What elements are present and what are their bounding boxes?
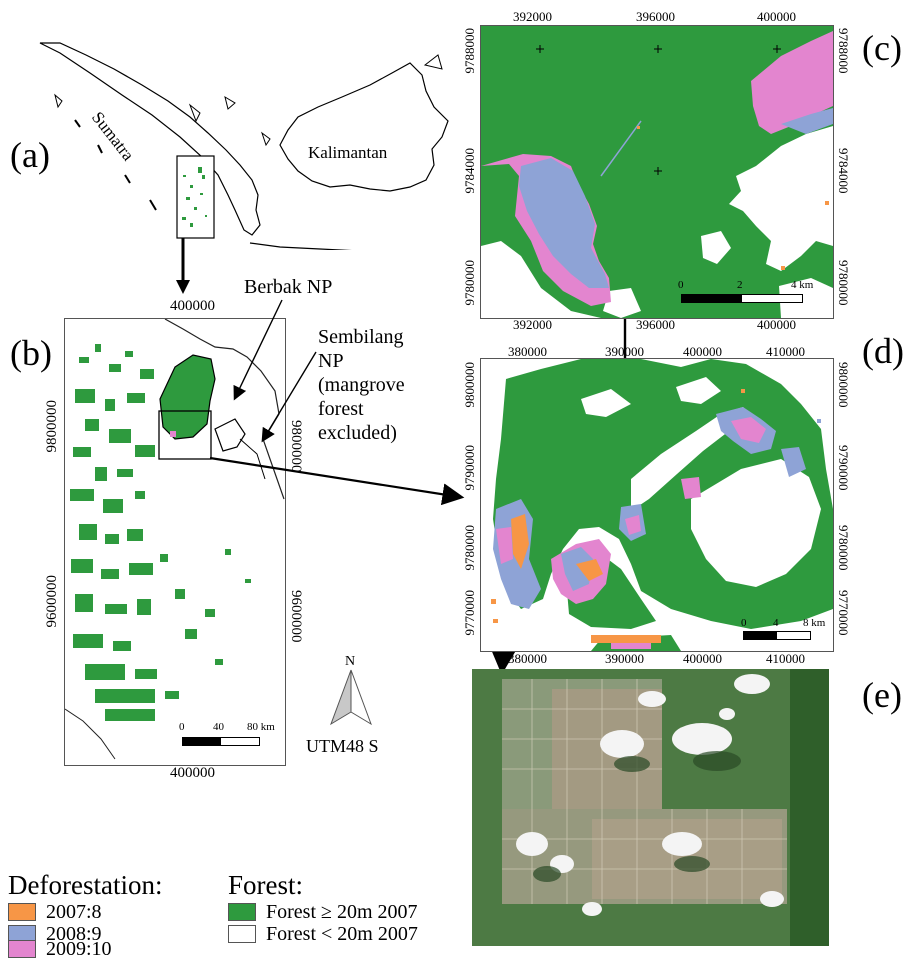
b-right-tick-2: 9600000 (288, 590, 304, 643)
d-right-tick-4: 9770000 (836, 590, 851, 636)
b-left-tick-2: 9600000 (44, 575, 60, 628)
c-top-tick-1: 392000 (513, 9, 552, 24)
panel-label-c: (c) (862, 28, 902, 68)
d-right-tick-1: 9800000 (836, 362, 851, 408)
d-left-tick-1: 9800000 (462, 362, 477, 408)
c-bottom-tick-1: 392000 (513, 317, 552, 332)
swatch-2009 (8, 939, 36, 958)
d-left-tick-3: 9780000 (462, 525, 477, 571)
north-letter: N (345, 654, 356, 669)
legend-item-forest-low: Forest < 20m 2007 (228, 924, 418, 944)
d-top-tick-4: 410000 (766, 344, 805, 359)
b-scale-0: 0 (179, 721, 185, 733)
panel-label-a: (a) (10, 135, 50, 175)
kalimantan-outline (279, 62, 449, 192)
c-scale-2: 4 km (791, 279, 814, 291)
map-c-raster (481, 31, 833, 318)
legend-item-2009: 2009:10 (8, 939, 112, 959)
projection-label: UTM48 S (306, 736, 379, 756)
c-right-tick-2: 9784000 (836, 148, 851, 194)
d-scale-bar (743, 631, 811, 640)
c-bottom-tick-3: 400000 (757, 317, 796, 332)
legend-item-2008: 2008:9 (8, 924, 102, 944)
d-bottom-tick-3: 400000 (683, 651, 722, 666)
panel-label-e: (e) (862, 675, 902, 715)
legend-item-forest-high: Forest ≥ 20m 2007 (228, 902, 418, 922)
legend-deforestation-title: Deforestation: (8, 870, 163, 900)
north-arrow-icon (330, 669, 372, 726)
d-scale-2: 8 km (803, 617, 826, 629)
b-scale-bar (182, 737, 260, 746)
c-scale-bar (681, 294, 803, 303)
map-d-raster (491, 359, 833, 651)
d-left-tick-4: 9770000 (462, 590, 477, 636)
d-top-tick-1: 380000 (508, 344, 547, 359)
d-scale-1: 4 (773, 617, 779, 629)
b-bottom-tick: 400000 (170, 765, 215, 781)
c-left-tick-3: 9780000 (462, 260, 477, 306)
d-bottom-tick-1: 380000 (508, 651, 547, 666)
legend-item-2007: 2007:8 (8, 902, 102, 922)
label-kalimantan: Kalimantan (308, 143, 388, 162)
b-right-tick-1: 9800000 (288, 420, 304, 473)
map-c-frame: 0 2 4 km (480, 25, 834, 319)
map-d-frame: 0 4 8 km (480, 358, 834, 652)
panel-label-b: (b) (10, 333, 52, 373)
map-b-frame: 0 40 80 km (64, 318, 286, 766)
c-top-tick-2: 396000 (636, 9, 675, 24)
c-scale-0: 0 (678, 279, 684, 291)
c-top-tick-3: 400000 (757, 9, 796, 24)
d-left-tick-2: 9790000 (462, 445, 477, 491)
satellite-image (472, 669, 829, 946)
c-left-tick-1: 9788000 (462, 28, 477, 74)
b-left-tick-1: 9800000 (44, 400, 60, 453)
study-area-inset (176, 155, 215, 239)
d-right-tick-3: 9780000 (836, 525, 851, 571)
c-right-tick-3: 9780000 (836, 260, 851, 306)
overview-map (39, 42, 449, 250)
swatch-forest-low (228, 925, 256, 943)
sumatra-outline (39, 42, 261, 236)
d-bottom-tick-4: 410000 (766, 651, 805, 666)
swatch-forest-high (228, 903, 256, 921)
b-top-tick: 400000 (170, 298, 215, 314)
c-right-tick-1: 9788000 (836, 28, 851, 74)
legend-forest-title: Forest: (228, 870, 304, 900)
swatch-2007 (8, 903, 36, 921)
c-bottom-tick-2: 396000 (636, 317, 675, 332)
d-top-tick-3: 400000 (683, 344, 722, 359)
d-scale-0: 0 (741, 617, 747, 629)
arrow-a-to-b (176, 250, 190, 294)
d-right-tick-2: 9790000 (836, 445, 851, 491)
map-b-raster (65, 319, 285, 760)
b-scale-2: 80 km (247, 721, 275, 733)
c-scale-1: 2 (737, 279, 743, 291)
c-left-tick-2: 9784000 (462, 148, 477, 194)
b-scale-1: 40 (213, 721, 224, 733)
d-top-tick-2: 390000 (605, 344, 644, 359)
label-sembilang-np: Sembilang NP (mangrove forest excluded) (318, 326, 405, 444)
panel-label-d: (d) (862, 331, 904, 371)
label-berbak-np: Berbak NP (244, 276, 333, 298)
d-bottom-tick-2: 390000 (605, 651, 644, 666)
